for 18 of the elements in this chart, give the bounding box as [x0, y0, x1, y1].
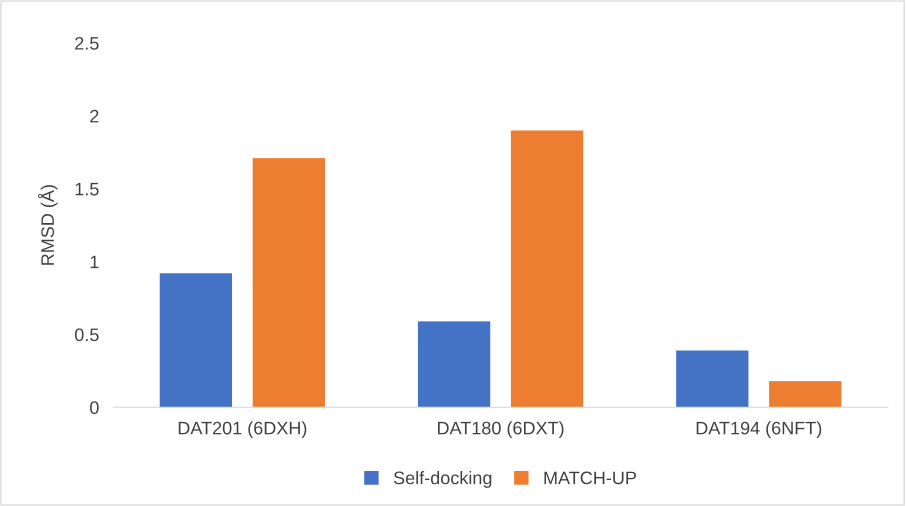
- bar: [160, 273, 232, 408]
- x-tick-label: DAT180 (6DXT): [438, 421, 564, 438]
- bar: [252, 158, 325, 408]
- y-tick-label: 1.5: [76, 182, 99, 196]
- y-tick-label: 0.5: [74, 328, 99, 342]
- x-tick-label: DAT194 (6NFT): [696, 421, 822, 438]
- bar: [676, 350, 748, 408]
- bar: [769, 381, 842, 408]
- bar: [510, 130, 584, 408]
- legend-label: MATCH-UP: [544, 472, 636, 484]
- y-axis-title: RMSD (Å): [38, 185, 58, 265]
- y-tick-label: 0: [90, 401, 99, 414]
- legend-label: Self-docking: [394, 471, 492, 488]
- bar: [418, 321, 490, 408]
- x-tick-label: DAT201 (6DXH): [178, 421, 306, 438]
- y-tick-label: 1: [90, 256, 98, 268]
- y-tick-label: 2.5: [75, 36, 99, 50]
- y-tick-label: 2: [90, 110, 98, 122]
